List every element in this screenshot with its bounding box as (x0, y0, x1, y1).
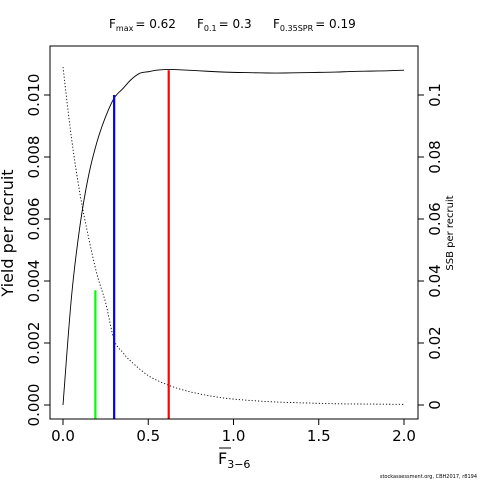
fmax-sub: max (116, 24, 134, 33)
svg-text:Fmax= 0.62: Fmax = 0.62 (109, 17, 176, 33)
fmax-label: F (109, 17, 116, 31)
yield-per-recruit-line (62, 69, 405, 406)
f01-label: F (197, 17, 204, 31)
x-tick-label: 0.0 (51, 427, 75, 445)
f01-value: = 0.3 (219, 17, 252, 31)
y-tick-label-left: 0.004 (25, 260, 43, 303)
svg-text:F0.35SPR= 0.19: F0.35SPR = 0.19 (273, 17, 356, 33)
y-tick-label-left: 0.000 (25, 384, 43, 427)
fspr-sub: 0.35SPR (280, 24, 314, 33)
f01-sub: 0.1 (204, 24, 217, 33)
reference-lines (94, 70, 170, 419)
y-tick-label-right: 0 (426, 400, 444, 410)
y-tick-label-right: 0.02 (426, 326, 444, 359)
x-axis-title: F3−6 (218, 447, 250, 471)
credit-text: stockassessment.org, CBH2017, r8194 (380, 474, 477, 480)
svg-text:F0.1= 0.3: F0.1 = 0.3 (197, 17, 252, 33)
svg-text:F3−6: F3−6 (218, 449, 250, 471)
y-tick-label-right: 0.08 (426, 140, 444, 173)
y-tick-label-left: 0.006 (25, 198, 43, 241)
x-tick-label: 2.0 (392, 427, 416, 445)
x-axis: 0.0 0.5 1.0 1.5 2.0 (51, 418, 416, 445)
fspr-value: = 0.19 (315, 17, 356, 31)
y-tick-label-right: 0.06 (426, 202, 444, 235)
x-tick-label: 1.0 (222, 427, 246, 445)
chart-title: Fmax = 0.62 F0.1 = 0.3 F0.35SPR = 0.19 (109, 17, 356, 33)
fmax-value: = 0.62 (135, 17, 176, 31)
fspr-label: F (273, 17, 280, 31)
y-axis-left: 0.000 0.002 0.004 0.006 0.008 0.010 (25, 74, 51, 427)
x-tick-label: 0.5 (136, 427, 160, 445)
y-tick-label-right: 0.04 (426, 264, 444, 297)
y-axis-right: 0 0.02 0.04 0.06 0.08 0.1 (417, 83, 444, 410)
y-tick-label-left: 0.008 (25, 136, 43, 179)
series-layer (62, 67, 405, 406)
y-axis-title-right: SSB per recruit (445, 195, 456, 270)
plot-frame (49, 45, 419, 420)
x-axis-title-sub: 3−6 (227, 458, 250, 471)
x-axis-title-main: F (218, 449, 227, 468)
y-axis-title-left: Yield per recruit (0, 169, 17, 297)
y-tick-label-right: 0.1 (426, 83, 444, 107)
y-tick-label-left: 0.002 (25, 322, 43, 365)
ssb-per-recruit-line (62, 67, 405, 405)
x-tick-label: 1.5 (307, 427, 331, 445)
y-tick-label-left: 0.010 (25, 74, 43, 117)
